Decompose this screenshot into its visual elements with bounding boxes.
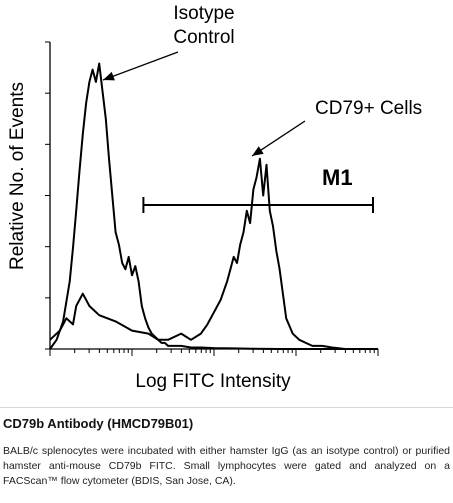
axis-ticks (45, 41, 379, 356)
isotype-annotation-line-1: Isotype (173, 3, 234, 24)
caption-title: CD79b Antibody (HMCD79B01) (3, 416, 194, 431)
x-axis-label: Log FITC Intensity (135, 371, 291, 392)
caption-text: BALB/c splenocytes were incubated with e… (3, 445, 450, 487)
y-axis-label: Relative No. of Events (7, 82, 28, 270)
axes (49, 42, 378, 350)
isotype-arrow-head (103, 71, 115, 81)
cd79-cells-series (49, 157, 378, 350)
cd79-arrow-head (252, 146, 264, 156)
isotype-arrow (102, 51, 179, 81)
gate-layer (142, 197, 374, 213)
m1-gate-label: M1 (322, 165, 353, 190)
isotype-annotation-line-2: Control (173, 27, 234, 48)
cd79-annotation: CD79+ Cells (315, 98, 422, 119)
annotation-layer: Isotype Control CD79+ Cells M1 (102, 3, 422, 190)
caption-divider (0, 407, 453, 408)
series-layer (49, 62, 378, 350)
isotype-control-series (49, 62, 378, 350)
histogram-figure: Isotype Control CD79+ Cells M1 Log FITC … (7, 3, 422, 392)
histogram-chart: Isotype Control CD79+ Cells M1 Log FITC … (7, 3, 422, 392)
